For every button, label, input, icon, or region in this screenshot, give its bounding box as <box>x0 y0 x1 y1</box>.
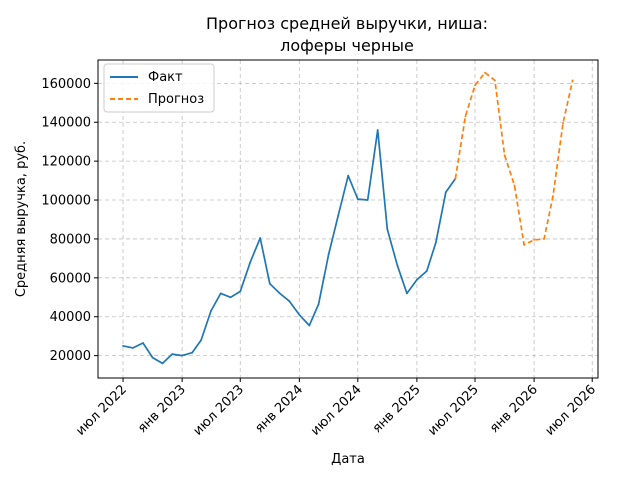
data-point <box>249 261 252 264</box>
chart-subtitle: лоферы черные <box>280 36 414 55</box>
data-point <box>434 241 437 244</box>
data-point <box>347 174 350 177</box>
data-point <box>503 154 506 157</box>
data-point <box>484 71 486 74</box>
legend: Факт Прогноз <box>103 63 215 113</box>
data-point <box>366 199 369 201</box>
data-point <box>219 292 222 295</box>
data-point <box>171 353 174 355</box>
legend-label-forecast: Прогноз <box>148 92 204 107</box>
data-point <box>376 129 379 131</box>
data-point <box>464 115 467 118</box>
data-point <box>396 264 399 267</box>
data-point <box>308 324 311 327</box>
chart-title: Прогноз средней выручки, ниша: <box>206 14 488 33</box>
data-point <box>191 351 194 354</box>
data-point <box>122 345 124 347</box>
data-point <box>278 292 281 295</box>
data-point <box>454 177 457 180</box>
data-point <box>132 347 134 349</box>
data-point <box>523 243 525 246</box>
data-point <box>562 122 564 125</box>
plot-frame <box>97 59 599 379</box>
data-point <box>151 356 154 359</box>
data-point <box>425 270 428 272</box>
data-point <box>181 354 184 357</box>
data-point <box>337 214 340 217</box>
y-tick-label: 20000 <box>50 349 91 364</box>
data-point <box>386 228 389 231</box>
y-tick-label: 100000 <box>41 194 91 209</box>
data-point <box>356 198 359 201</box>
data-point <box>268 282 271 285</box>
data-point <box>239 290 242 293</box>
data-point <box>513 184 516 187</box>
data-point <box>298 313 301 316</box>
y-tick-label: 40000 <box>50 310 91 325</box>
data-point <box>444 191 447 194</box>
data-point <box>416 278 418 281</box>
y-tick-label: 80000 <box>50 232 91 247</box>
data-point <box>210 310 212 312</box>
data-point <box>259 237 262 239</box>
data-point <box>406 292 408 295</box>
data-point <box>142 342 144 344</box>
data-point <box>543 238 545 240</box>
y-tick-label: 160000 <box>41 77 91 92</box>
x-axis-label: Дата <box>331 452 365 467</box>
y-axis-label: Средняя выручка, руб. <box>14 141 29 297</box>
legend-label-fact: Факт <box>148 70 183 85</box>
data-point <box>317 303 320 305</box>
data-point <box>474 84 476 87</box>
data-point <box>288 300 291 303</box>
data-point <box>571 79 574 82</box>
y-tick-label: 60000 <box>50 271 91 286</box>
data-point <box>494 79 496 82</box>
plot-lines <box>122 71 574 365</box>
data-point <box>200 339 203 341</box>
y-tick-label: 140000 <box>41 116 91 131</box>
data-point <box>327 253 330 256</box>
data-point <box>552 195 554 198</box>
y-tick-label: 120000 <box>41 155 91 170</box>
data-point <box>533 239 535 241</box>
data-point <box>161 362 164 365</box>
grid <box>98 60 598 378</box>
data-point <box>229 296 232 299</box>
